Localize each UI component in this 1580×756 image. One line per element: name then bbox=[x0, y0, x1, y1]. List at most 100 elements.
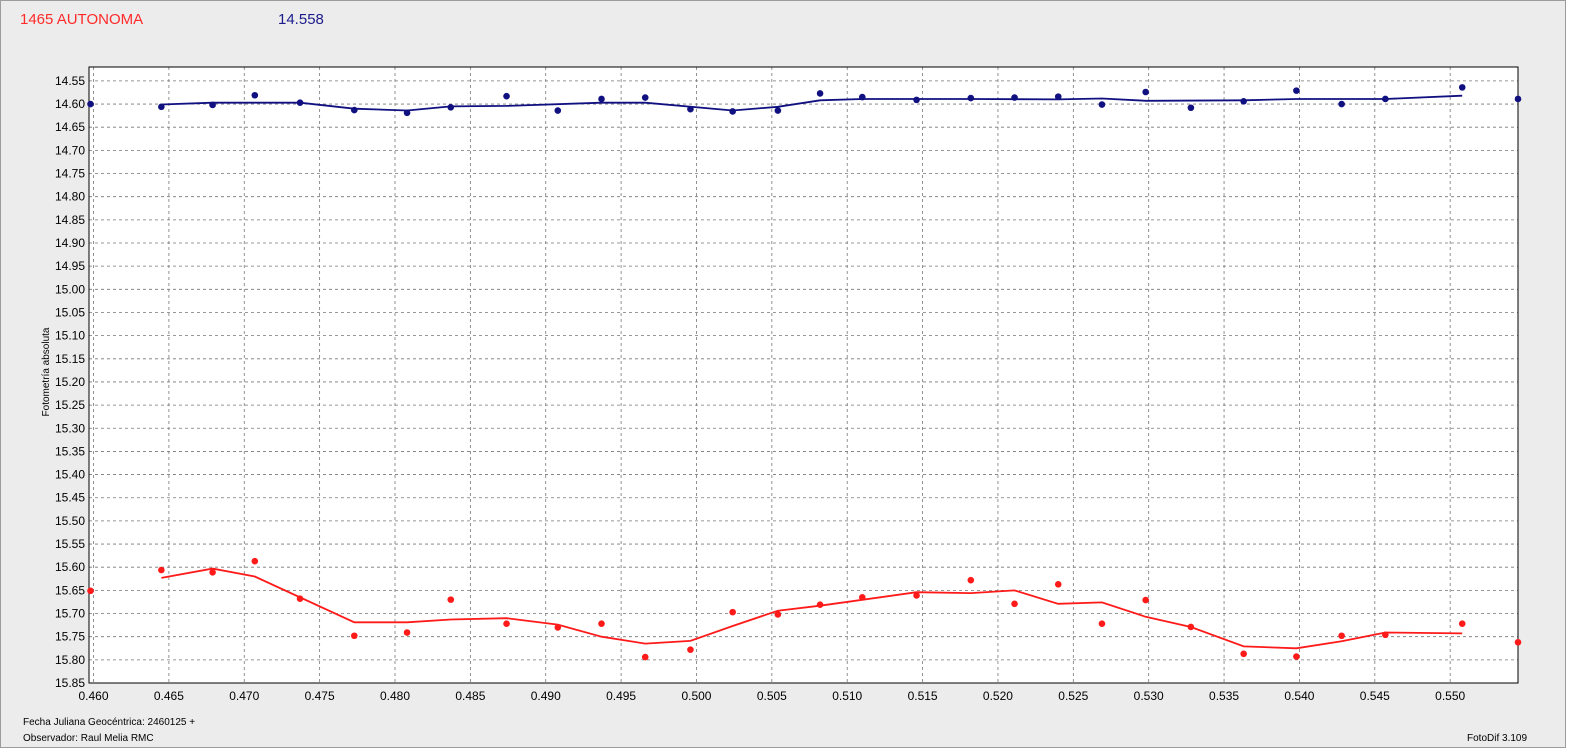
x-tick-label: 0.465 bbox=[154, 689, 184, 703]
y-tick-label: 15.75 bbox=[55, 630, 85, 644]
series-2-point bbox=[598, 620, 605, 628]
y-tick-label: 14.90 bbox=[55, 236, 85, 250]
y-tick-label: 14.55 bbox=[55, 74, 85, 88]
series-2-point bbox=[967, 576, 975, 584]
x-tick-label: 0.490 bbox=[531, 689, 561, 703]
plot-frame bbox=[88, 66, 1519, 684]
series-2-point bbox=[209, 569, 216, 576]
y-tick-label: 14.70 bbox=[55, 143, 85, 157]
series-1-point bbox=[774, 107, 782, 114]
y-tick-label: 15.40 bbox=[55, 468, 85, 482]
y-tick-label: 15.20 bbox=[55, 375, 85, 389]
series-1-point bbox=[816, 90, 824, 97]
series-2-point bbox=[158, 566, 165, 574]
series-2-point bbox=[296, 595, 304, 603]
series-2-point bbox=[1098, 620, 1106, 628]
series-1-point bbox=[350, 106, 358, 114]
observer-label: Observador: Raul Melia RMC bbox=[23, 733, 154, 744]
series-1-point bbox=[1187, 104, 1195, 112]
y-tick-label: 15.80 bbox=[55, 653, 85, 667]
plot-area: 0.460 0.465 0.470 0.475 0.480 0.485 0.490 0.495… bbox=[41, 66, 1522, 703]
series-1-point bbox=[1142, 88, 1149, 96]
target-title: 1465 AUTONOMA bbox=[20, 11, 144, 28]
series-2-point bbox=[1338, 632, 1345, 640]
y-tick-label: 15.60 bbox=[55, 560, 85, 574]
plot-background bbox=[89, 67, 1518, 683]
series-1-point bbox=[1098, 101, 1106, 108]
x-tick-label: 0.505 bbox=[757, 689, 787, 703]
series-2-point bbox=[1142, 596, 1149, 604]
x-tick-label: 0.540 bbox=[1284, 689, 1314, 703]
x-tick-label: 0.525 bbox=[1058, 689, 1088, 703]
y-tick-label: 15.25 bbox=[55, 398, 85, 412]
y-tick-label: 14.60 bbox=[55, 97, 85, 111]
series-1-point bbox=[967, 94, 975, 102]
x-tick-label: 0.470 bbox=[229, 689, 259, 703]
series-2-point bbox=[1514, 638, 1522, 646]
y-tick-label: 14.65 bbox=[55, 120, 85, 134]
y-tick-label: 15.10 bbox=[55, 329, 85, 343]
y-tick-label: 14.80 bbox=[55, 190, 85, 204]
y-tick-label: 14.75 bbox=[55, 167, 85, 181]
x-tick-label: 0.475 bbox=[305, 689, 335, 703]
series-1-point bbox=[687, 105, 694, 113]
y-tick-label: 15.45 bbox=[55, 491, 85, 505]
x-tick-label: 0.550 bbox=[1435, 689, 1465, 703]
series-1-point bbox=[1338, 100, 1345, 108]
series-1-point bbox=[87, 100, 94, 108]
series-2-point bbox=[350, 632, 358, 640]
series-2-point bbox=[251, 557, 259, 565]
series-1-point bbox=[1514, 95, 1522, 103]
series-2-point bbox=[1054, 581, 1062, 588]
series-2-point bbox=[87, 587, 94, 595]
series-2-point bbox=[447, 596, 455, 603]
series-2-point bbox=[858, 594, 866, 601]
series-1-point bbox=[403, 109, 411, 117]
y-tick-label: 15.30 bbox=[55, 421, 85, 435]
series-1-point bbox=[296, 99, 304, 106]
series-1-point bbox=[1458, 84, 1466, 91]
y-tick-label: 15.00 bbox=[55, 282, 85, 296]
series-2-point bbox=[729, 608, 736, 616]
series-1-fit-line bbox=[161, 94, 1463, 112]
series-2-point bbox=[913, 592, 920, 599]
series-1-point bbox=[503, 92, 510, 100]
series-1-point bbox=[1011, 94, 1018, 101]
series-1-point bbox=[1382, 95, 1389, 103]
light-curve-chart: 0.460 0.465 0.470 0.475 0.480 0.485 0.490 0.495… bbox=[41, 66, 1522, 703]
y-axis-label: Fotometría absoluta bbox=[41, 327, 52, 416]
series-2-point bbox=[554, 624, 562, 631]
series-1-point bbox=[858, 93, 866, 101]
series-1-point bbox=[158, 103, 165, 111]
y-tick-label: 15.05 bbox=[55, 305, 85, 319]
series-1-point bbox=[1054, 93, 1062, 100]
series-1-point bbox=[209, 101, 216, 109]
y-tick-label: 15.15 bbox=[55, 352, 85, 366]
series-2-point bbox=[1458, 620, 1466, 628]
x-tick-label: 0.460 bbox=[79, 689, 109, 703]
x-tick-label: 0.535 bbox=[1209, 689, 1239, 703]
x-tick-label: 0.545 bbox=[1360, 689, 1390, 703]
target-magnitude-value: 14.558 bbox=[278, 11, 324, 28]
x-tick-label: 0.510 bbox=[832, 689, 862, 703]
series-2-fit-line bbox=[161, 567, 1463, 650]
series-2-point bbox=[403, 629, 411, 636]
series-2-point bbox=[1293, 653, 1300, 660]
series-2-point bbox=[1187, 623, 1195, 631]
series-1-point bbox=[447, 103, 455, 111]
series-2-point bbox=[1011, 600, 1018, 608]
y-tick-label: 15.50 bbox=[55, 514, 85, 528]
x-tick-label: 0.485 bbox=[455, 689, 485, 703]
series-2-point bbox=[687, 646, 694, 653]
series-2-point bbox=[1240, 650, 1247, 658]
series-2-point bbox=[816, 601, 824, 609]
x-tick-label: 0.500 bbox=[681, 689, 711, 703]
x-tick-label: 0.520 bbox=[983, 689, 1013, 703]
series-1-point bbox=[913, 96, 920, 104]
y-tick-label: 15.35 bbox=[55, 444, 85, 458]
y-tick-label: 15.65 bbox=[55, 583, 85, 597]
x-tick-label: 0.480 bbox=[380, 689, 410, 703]
series-1-point bbox=[1240, 97, 1247, 105]
julian-date-label: Fecha Juliana Geocéntrica: 2460125 + bbox=[23, 717, 196, 728]
